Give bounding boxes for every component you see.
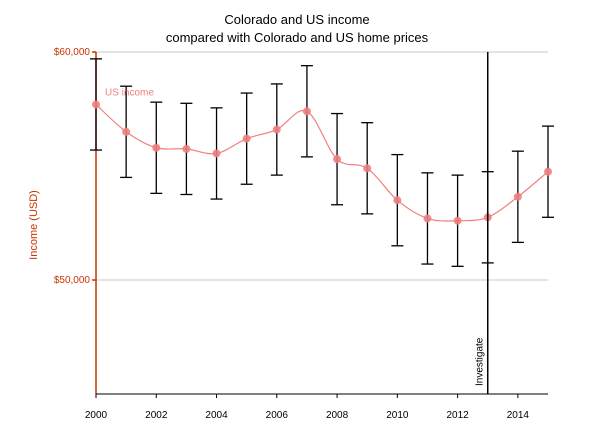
data-point: [242, 134, 251, 143]
y-tick-label: $50,000: [54, 275, 91, 286]
data-point: [333, 155, 342, 164]
data-point: [182, 144, 191, 153]
data-point: [302, 107, 311, 116]
data-point: [453, 216, 462, 225]
x-tick-label: 2014: [507, 410, 530, 421]
data-point: [423, 214, 432, 223]
x-tick-label: 2002: [145, 410, 168, 421]
x-tick-label: 2000: [85, 410, 108, 421]
data-point: [152, 143, 161, 152]
data-point: [544, 167, 552, 176]
x-tick-label: 2012: [446, 410, 469, 421]
x-tick-label: 2004: [205, 410, 228, 421]
x-tick-label: 2006: [266, 410, 289, 421]
annotation-label: Investigate: [475, 337, 486, 386]
plot-area: $50,000 $60,000 2000 2002 2004 2006 2008 2010 20…: [54, 47, 554, 421]
data-point: [92, 100, 100, 109]
data-point: [212, 149, 221, 158]
data-point: [272, 125, 281, 134]
chart-title-line-2: compared with Colorado and US home price…: [166, 30, 429, 45]
x-tick-label: 2008: [326, 410, 349, 421]
series-line-us-income: [95, 103, 549, 222]
data-point: [363, 164, 372, 173]
data-point: [393, 196, 402, 205]
x-tick-label: 2010: [386, 410, 409, 421]
data-point: [513, 192, 522, 201]
y-axis-label: Income (USD): [28, 190, 40, 260]
y-tick-label: $60,000: [54, 47, 91, 58]
data-point: [122, 127, 131, 136]
series-label-us-income: US income: [105, 87, 154, 98]
chart-title-line-1: Colorado and US income: [224, 12, 369, 27]
